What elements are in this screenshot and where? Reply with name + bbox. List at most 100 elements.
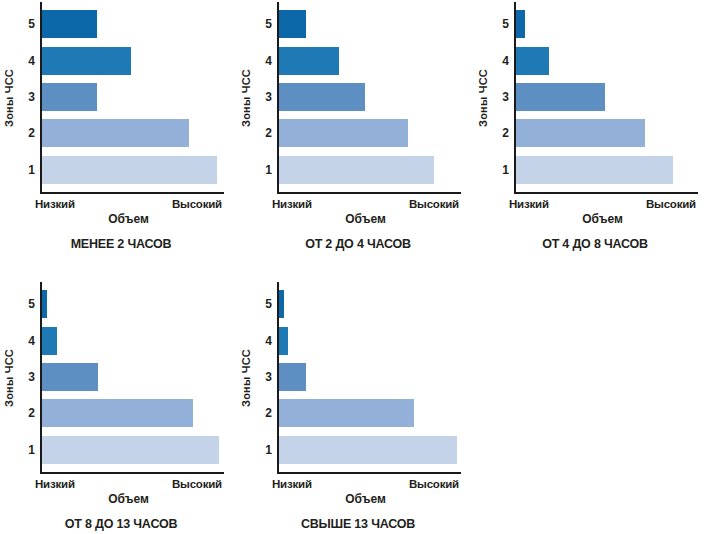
y-tick-label-zone-5: 5 (255, 290, 272, 318)
x-tick-high: Высокий (172, 478, 222, 490)
bar-zone-5 (42, 290, 47, 318)
chart-title: ОТ 8 ДО 13 ЧАСОВ (20, 517, 222, 531)
y-tick-label-zone-3: 3 (255, 363, 272, 391)
y-tick-label-zone-1: 1 (18, 156, 35, 184)
y-axis-label: Зоны ЧСС (477, 69, 489, 127)
chart-body: Зоны ЧСС 5 4 3 2 1 (237, 282, 474, 474)
bar-zone-5 (516, 10, 525, 38)
y-axis-label-column: Зоны ЧСС (237, 2, 255, 194)
x-tick-low: Низкий (272, 198, 312, 210)
y-tick-label-zone-3: 3 (18, 83, 35, 111)
chart-body: Зоны ЧСС 5 4 3 2 1 (237, 2, 474, 194)
y-tick-label-zone-1: 1 (255, 436, 272, 464)
chart-panel: Зоны ЧСС 5 4 3 2 1 Низкий Высокий Объем СВЫШ… (237, 268, 474, 532)
x-axis-label: Объем (35, 212, 222, 226)
x-axis-label: Объем (509, 212, 696, 226)
y-tick-label-zone-5: 5 (492, 10, 509, 38)
bar-zone-1 (42, 436, 219, 464)
charts-row-bottom: Зоны ЧСС 5 4 3 2 1 Низкий Высокий Объем ОТ 8… (0, 268, 712, 532)
plot-area (40, 2, 224, 194)
x-axis-label: Объем (272, 492, 459, 506)
y-axis-label: Зоны ЧСС (3, 69, 15, 127)
y-tick-label-zone-5: 5 (18, 10, 35, 38)
bar-zone-5 (279, 10, 306, 38)
y-tick-label-zone-2: 2 (18, 119, 35, 147)
bar-zone-4 (42, 47, 131, 75)
charts-row-top: Зоны ЧСС 5 4 3 2 1 Низкий Высокий Объем МЕНЕ… (0, 0, 712, 252)
x-ticks: Низкий Высокий (35, 478, 222, 490)
bar-zone-4 (516, 47, 549, 75)
x-tick-low: Низкий (272, 478, 312, 490)
y-tick-label-zone-4: 4 (255, 47, 272, 75)
y-tick-label-zone-1: 1 (255, 156, 272, 184)
x-axis-label: Объем (35, 492, 222, 506)
bar-zone-2 (42, 399, 193, 427)
bar-zone-2 (279, 399, 414, 427)
bar-zone-3 (42, 83, 97, 111)
chart-panel: Зоны ЧСС 5 4 3 2 1 Низкий Высокий Объем ОТ 2… (237, 2, 474, 252)
bar-zone-4 (42, 327, 57, 355)
bar-zone-5 (42, 10, 97, 38)
chart-body: Зоны ЧСС 54321 (474, 2, 711, 194)
plot-area (277, 2, 461, 194)
bar-zone-2 (279, 119, 408, 147)
y-ticks: 5 4 3 2 1 (255, 282, 277, 474)
chart-body: Зоны ЧСС 54321 (0, 282, 237, 474)
y-tick-label-zone-5: 5 (255, 10, 272, 38)
chart-panel: Зоны ЧСС 54321 Низкий Высокий Объем ОТ 8… (0, 268, 237, 532)
charts-grid: Зоны ЧСС 5 4 3 2 1 Низкий Высокий Объем МЕНЕ… (0, 0, 712, 532)
bar-zone-2 (42, 119, 189, 147)
plot-area (514, 2, 698, 194)
y-ticks: 5 4 3 2 1 (255, 2, 277, 194)
y-axis-label-column: Зоны ЧСС (0, 2, 18, 194)
chart-title: ОТ 2 ДО 4 ЧАСОВ (257, 237, 459, 251)
x-ticks: Низкий Высокий (272, 198, 459, 210)
x-tick-high: Высокий (172, 198, 222, 210)
y-tick-label-zone-2: 2 (492, 119, 509, 147)
x-tick-low: Низкий (509, 198, 549, 210)
x-axis-label: Объем (272, 212, 459, 226)
bar-zone-5 (279, 290, 284, 318)
y-tick-label-zone-3: 3 (255, 83, 272, 111)
y-tick-label-zone-4: 4 (18, 327, 35, 355)
bar-zone-1 (279, 156, 434, 184)
bar-zone-3 (516, 83, 605, 111)
y-tick-label-zone-1: 1 (18, 436, 35, 464)
y-axis-label: Зоны ЧСС (240, 349, 252, 407)
bar-zone-1 (279, 436, 457, 464)
y-tick-label-zone-2: 2 (255, 399, 272, 427)
y-tick-label-zone-4: 4 (255, 327, 272, 355)
chart-panel: Зоны ЧСС 5 4 3 2 1 Низкий Высокий Объем МЕНЕ… (0, 2, 237, 252)
x-tick-high: Высокий (646, 198, 696, 210)
y-ticks: 5 4 3 2 1 (18, 2, 40, 194)
chart-title: СВЫШЕ 13 ЧАСОВ (257, 517, 459, 531)
bar-zone-3 (279, 83, 365, 111)
y-tick-label-zone-1: 1 (492, 156, 509, 184)
y-axis-label-column: Зоны ЧСС (0, 282, 18, 474)
bar-zone-3 (279, 363, 306, 391)
y-tick-label-zone-3: 3 (18, 363, 35, 391)
x-tick-low: Низкий (35, 198, 75, 210)
y-tick-label-zone-5: 5 (18, 290, 35, 318)
y-axis-label-column: Зоны ЧСС (237, 282, 255, 474)
y-tick-label-zone-2: 2 (255, 119, 272, 147)
y-ticks: 54321 (492, 2, 514, 194)
y-axis-label: Зоны ЧСС (240, 69, 252, 127)
x-tick-high: Высокий (409, 198, 459, 210)
y-axis-label: Зоны ЧСС (3, 349, 15, 407)
bar-zone-1 (516, 156, 673, 184)
chart-title: МЕНЕЕ 2 ЧАСОВ (20, 237, 222, 251)
y-tick-label-zone-4: 4 (18, 47, 35, 75)
x-tick-high: Высокий (409, 478, 459, 490)
x-ticks: Низкий Высокий (509, 198, 696, 210)
bar-zone-4 (279, 47, 339, 75)
bar-zone-4 (279, 327, 288, 355)
x-tick-low: Низкий (35, 478, 75, 490)
plot-area (277, 282, 461, 474)
bar-zone-1 (42, 156, 217, 184)
bar-zone-3 (42, 363, 98, 391)
y-tick-label-zone-3: 3 (492, 83, 509, 111)
plot-area (40, 282, 224, 474)
x-ticks: Низкий Высокий (35, 198, 222, 210)
chart-body: Зоны ЧСС 5 4 3 2 1 (0, 2, 237, 194)
